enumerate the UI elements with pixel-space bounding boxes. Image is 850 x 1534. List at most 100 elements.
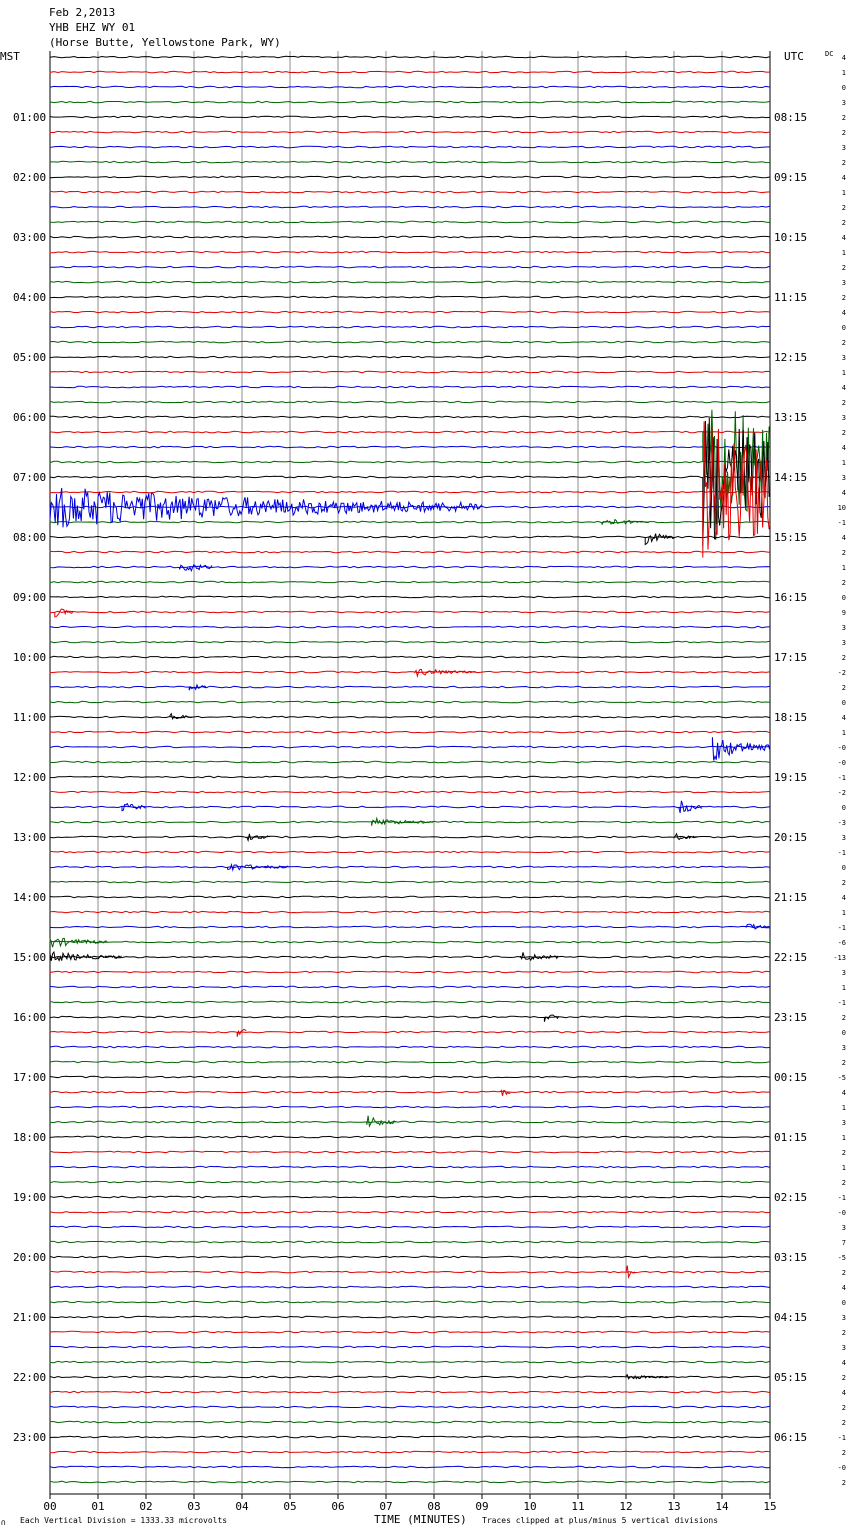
mst-hour-label: 03:00 — [13, 231, 46, 244]
mst-hour-label: 20:00 — [13, 1251, 46, 1264]
event-waveform — [236, 1028, 247, 1037]
dc-offset-label: 2 — [842, 339, 846, 347]
event-waveform — [702, 421, 770, 558]
dc-offset-label: 4 — [842, 1389, 846, 1397]
trace-row — [49, 1210, 771, 1214]
utc-hour-label: 19:15 — [774, 771, 807, 784]
trace-row — [49, 1330, 771, 1334]
trace-row — [49, 1105, 771, 1109]
mst-hour-label: 13:00 — [13, 831, 46, 844]
trace-row — [49, 880, 771, 884]
trace-row — [49, 550, 771, 554]
dc-offset-label: 2 — [842, 684, 846, 692]
dc-offset-label: 9 — [842, 609, 846, 617]
dc-offset-label: 3 — [842, 279, 846, 287]
dc-offset-label: 3 — [842, 99, 846, 107]
trace-row — [49, 1480, 771, 1484]
dc-offset-label: 1 — [842, 729, 846, 737]
trace-row — [49, 1450, 771, 1454]
trace-row — [49, 340, 771, 344]
dc-offset-label: 0 — [842, 864, 846, 872]
chart-station: YHB EHZ WY 01 — [49, 21, 136, 34]
dc-offset-label: 3 — [842, 624, 846, 632]
trace-row — [49, 1375, 771, 1379]
utc-hour-label: 17:15 — [774, 651, 807, 664]
dc-offset-label: 3 — [842, 1119, 846, 1127]
trace-row — [49, 835, 771, 839]
dc-offset-label: -1 — [838, 1434, 846, 1442]
dc-offset-label: 2 — [842, 1449, 846, 1457]
trace-row — [49, 1090, 771, 1094]
utc-hour-label: 22:15 — [774, 951, 807, 964]
dc-offset-label: 2 — [842, 159, 846, 167]
trace-row — [49, 1225, 771, 1229]
dc-offset-label: 2 — [842, 399, 846, 407]
dc-offset-label: 1 — [842, 1104, 846, 1112]
trace-row — [49, 1000, 771, 1004]
dc-offset-label: 4 — [842, 174, 846, 182]
utc-hour-label: 13:15 — [774, 411, 807, 424]
utc-hour-label: 18:15 — [774, 711, 807, 724]
dc-offset-label: 2 — [842, 1059, 846, 1067]
mst-hour-label: 14:00 — [13, 891, 46, 904]
event-waveform — [500, 1089, 511, 1096]
chart-location: (Horse Butte, Yellowstone Park, WY) — [49, 36, 281, 49]
dc-offset-label: 1 — [842, 459, 846, 467]
corner-mark: ∩ — [1, 1518, 6, 1527]
dc-offset-label: 3 — [842, 1044, 846, 1052]
trace-row — [49, 1030, 771, 1034]
trace-row — [49, 205, 771, 209]
clip-note: Traces clipped at plus/minus 5 vertical … — [482, 1516, 718, 1525]
dc-offset-label: 2 — [842, 879, 846, 887]
event-waveform — [49, 937, 108, 948]
trace-row — [49, 250, 771, 254]
time-grid — [49, 51, 771, 1495]
dc-offset-label: 2 — [842, 1329, 846, 1337]
dc-offset-label: -2 — [838, 669, 846, 677]
dc-offset-label: 3 — [842, 969, 846, 977]
mst-hour-label: 15:00 — [13, 951, 46, 964]
dc-offset-label: 2 — [842, 129, 846, 137]
dc-offset-label: -2 — [838, 789, 846, 797]
dc-label: DC — [825, 50, 833, 58]
chart-date: Feb 2,2013 — [49, 6, 116, 19]
trace-row — [49, 655, 771, 659]
utc-hour-label: 06:15 — [774, 1431, 807, 1444]
trace-row — [49, 295, 771, 299]
trace-row — [49, 1420, 771, 1424]
trace-row — [49, 1315, 771, 1319]
dc-offset-label: 4 — [842, 489, 846, 497]
trace-row — [49, 1165, 771, 1169]
x-tick-label: 04 — [235, 1500, 249, 1513]
dc-offset-label: 2 — [842, 294, 846, 302]
trace-row — [49, 265, 771, 269]
trace-row — [49, 955, 771, 959]
dc-offset-label: 10 — [838, 504, 846, 512]
scale-note: Each Vertical Division = 1333.33 microvo… — [20, 1516, 227, 1525]
utc-hour-label: 23:15 — [774, 1011, 807, 1024]
event-waveform — [601, 518, 649, 525]
mst-hour-label: 18:00 — [13, 1131, 46, 1144]
trace-row — [49, 730, 771, 734]
trace-row — [49, 910, 771, 914]
trace-row — [49, 565, 771, 569]
dc-offset-label: 4 — [842, 1284, 846, 1292]
dc-offset-label: 2 — [842, 1179, 846, 1187]
dc-offset-label: 0 — [842, 699, 846, 707]
mst-hour-labels: 01:00 02:00 03:00 04:00 05:00 06:00 07:00 08:00… — [13, 111, 46, 1444]
dc-offset-label: 7 — [842, 1239, 846, 1247]
mst-hour-label: 17:00 — [13, 1071, 46, 1084]
dc-offset-label: 2 — [842, 219, 846, 227]
dc-offset-label: 4 — [842, 309, 846, 317]
trace-row — [49, 895, 770, 899]
dc-offset-label: -0 — [838, 1209, 846, 1217]
dc-offset-label: -0 — [838, 1464, 846, 1472]
dc-offset-label: -6 — [838, 939, 846, 947]
event-waveform — [371, 816, 433, 826]
event-waveform — [711, 737, 771, 761]
utc-hour-label: 09:15 — [774, 171, 807, 184]
event-waveform — [678, 800, 703, 814]
trace-row — [49, 940, 771, 944]
x-tick-label: 08 — [427, 1500, 440, 1513]
